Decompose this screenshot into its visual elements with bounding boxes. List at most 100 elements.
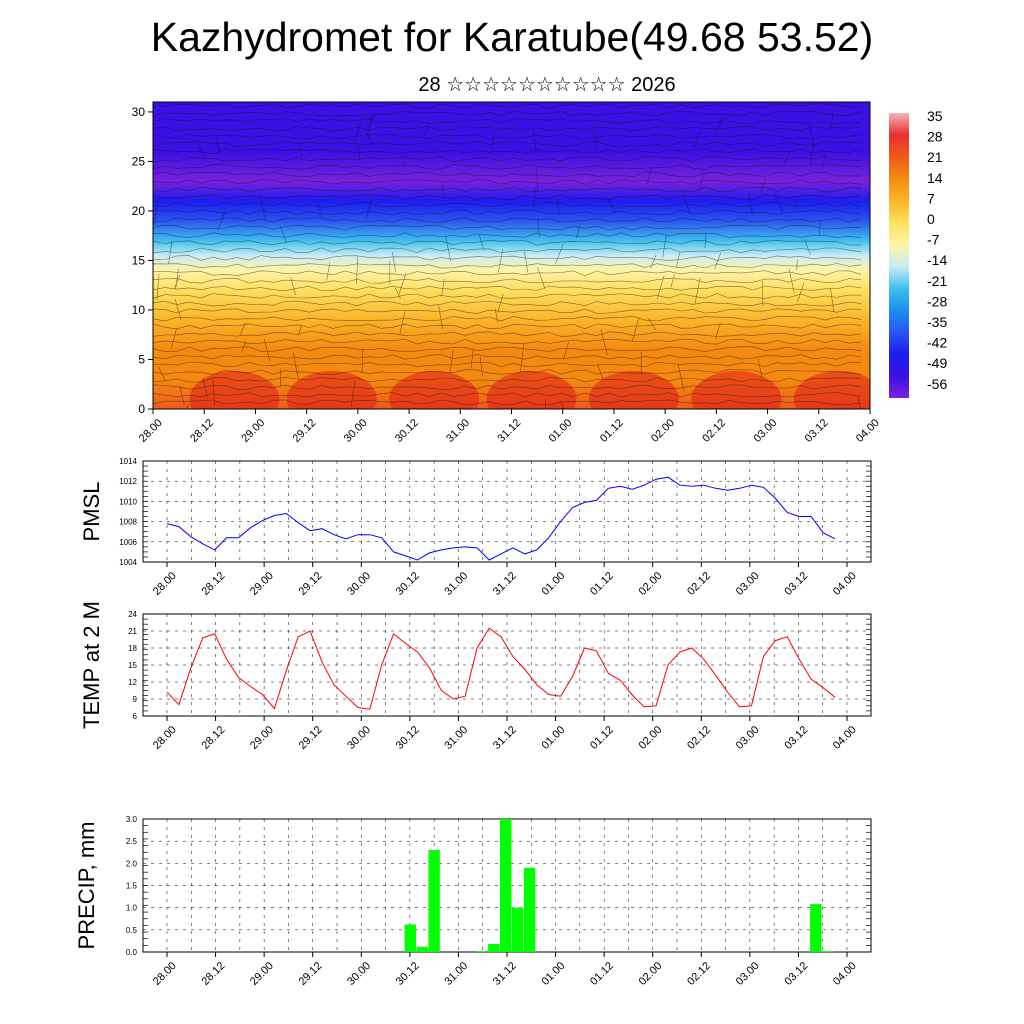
wind-barb <box>591 124 598 152</box>
pmsl-x-tick-label: 28.12 <box>199 570 227 598</box>
heatmap-x-tick-label: 28.00 <box>137 417 165 445</box>
wind-barb <box>185 404 190 409</box>
pmsl-x-tick-label: 04.00 <box>831 570 859 598</box>
colorbar-label: 14 <box>927 170 943 186</box>
wind-barb <box>353 122 361 144</box>
wind-streak <box>153 277 862 284</box>
wind-barb <box>179 386 185 405</box>
wind-barb <box>298 324 302 336</box>
wind-streak <box>153 209 862 216</box>
warm-core <box>189 371 280 409</box>
wind-barb <box>263 338 271 362</box>
precip-x-tick-label: 01.12 <box>588 960 616 988</box>
wind-barb <box>632 317 640 342</box>
temp-y-axis-label: TEMP at 2 M <box>79 601 104 729</box>
pmsl-x-tick-label: 31.12 <box>491 570 519 598</box>
wind-streak <box>153 270 862 277</box>
wind-barb <box>317 202 323 218</box>
wind-streaks <box>153 103 862 409</box>
wind-barb <box>831 109 833 131</box>
wind-barb <box>215 139 221 155</box>
heatmap-y-tick-label: 25 <box>132 154 146 168</box>
wind-barb <box>537 218 540 238</box>
pmsl-y-tick-label: 1004 <box>119 558 137 567</box>
temp-y-tick-label: 12 <box>128 678 137 687</box>
wind-streak <box>153 186 862 193</box>
heatmap-x-tick-label: 01.00 <box>547 417 575 445</box>
wind-barb <box>524 251 529 273</box>
wind-barb <box>796 259 798 271</box>
wind-barb <box>174 274 181 289</box>
wind-barb <box>650 254 657 269</box>
temp-y-tick-label: 18 <box>128 644 137 653</box>
precip-bar <box>810 904 822 952</box>
wind-barb <box>438 305 443 329</box>
heatmap-x-tick-label: 03.12 <box>803 417 831 445</box>
heatmap-y-tick-label: 5 <box>138 352 145 366</box>
wind-barb <box>445 236 451 262</box>
wind-barb <box>681 188 691 215</box>
pmsl-x-tick-label: 31.00 <box>442 570 470 598</box>
wind-barb <box>218 208 227 231</box>
precip-bar <box>488 944 500 952</box>
wind-barb <box>171 327 177 349</box>
temp-x-tick-label: 02.00 <box>637 724 665 752</box>
colorbar <box>889 113 909 398</box>
wind-barb <box>714 117 724 136</box>
wind-streak <box>153 377 862 383</box>
wind-barb <box>532 188 537 209</box>
wind-barb <box>442 182 445 200</box>
colorbar-label: -21 <box>927 273 947 289</box>
temp-series-line <box>166 627 836 710</box>
chart-title: Kazhydromet for Karatube(49.68 53.52) <box>150 14 874 60</box>
precip-y-tick-label: 0.5 <box>126 926 138 935</box>
wind-barb <box>793 195 798 209</box>
precip-bar <box>511 907 524 952</box>
heatmap-warm-cores <box>189 371 870 409</box>
wind-barb <box>495 308 498 323</box>
warm-core <box>486 371 577 409</box>
precip-x-tick-label: 04.00 <box>831 960 859 988</box>
wind-barb <box>498 248 504 273</box>
colorbar-label: -35 <box>927 314 947 330</box>
colorbar-label: 0 <box>927 211 935 227</box>
wind-barb <box>239 322 246 336</box>
wind-barb <box>175 268 179 290</box>
wind-streak <box>153 392 862 398</box>
wind-barb <box>821 152 827 169</box>
heatmap-x-tick-label: 29.00 <box>239 417 267 445</box>
wind-barb <box>479 356 483 377</box>
wind-barb <box>520 343 525 372</box>
wind-barb <box>398 272 407 294</box>
heatmap-x-tick-label: 03.00 <box>751 417 779 445</box>
heatmap-y-tick-label: 20 <box>132 204 146 218</box>
wind-streak <box>153 247 862 254</box>
wind-barb <box>556 199 560 216</box>
wind-barb <box>774 193 783 213</box>
colorbar-label: -42 <box>927 335 947 351</box>
wind-barb <box>647 167 652 184</box>
precip-x-tick-label: 03.00 <box>734 960 762 988</box>
pmsl-x-tick-label: 29.00 <box>248 570 276 598</box>
pmsl-x-tick-label: 02.00 <box>637 570 665 598</box>
colorbar-label: -49 <box>927 355 947 371</box>
wind-barb <box>804 239 811 256</box>
precip-bar <box>476 951 488 952</box>
temp-x-tick-label: 03.00 <box>734 724 762 752</box>
wind-streak <box>153 156 861 163</box>
heatmap-x-tick-label: 31.12 <box>495 417 523 445</box>
wind-barb <box>198 143 205 158</box>
temp-y-tick-label: 9 <box>133 695 138 704</box>
temp-x-tick-label: 29.00 <box>248 724 276 752</box>
wind-barb <box>168 240 173 264</box>
temp-x-tick-label: 03.12 <box>782 724 810 752</box>
wind-barb <box>600 329 608 355</box>
wind-streak <box>153 133 862 140</box>
warm-core <box>286 371 377 409</box>
pmsl-x-tick-label: 30.00 <box>345 570 373 598</box>
temp-x-tick-label: 31.00 <box>442 724 470 752</box>
wind-streak <box>153 179 862 185</box>
wind-streak <box>153 338 862 345</box>
wind-streak <box>153 224 862 231</box>
